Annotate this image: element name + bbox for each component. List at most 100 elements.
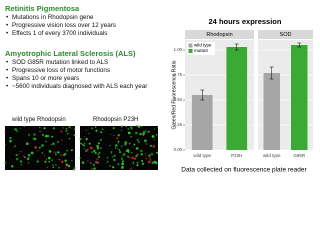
cell-spot [4,143,7,145]
cell-spot [27,162,30,164]
cell-spot [83,144,86,147]
cell-spot [116,137,119,140]
section-heading: Retinitis Pigmentosa [5,4,80,13]
cell-spot [41,152,43,154]
cell-spot [37,149,39,152]
cell-spot [85,129,87,131]
cell-spot [153,128,156,130]
cell-spot [96,144,100,148]
cell-spot [153,138,155,141]
cell-spot [33,133,36,136]
legend-label: mutant [194,48,209,53]
cell-spot [91,127,94,130]
cell-spot [52,164,54,166]
cell-spot [121,166,124,169]
cell-spot [43,127,46,130]
cell-spot [9,136,12,140]
cell-spot [93,167,96,170]
cell-spot [36,160,39,163]
cell-spot [39,130,42,133]
cell-spot [48,161,50,163]
cell-spot [15,154,18,157]
cell-spot [148,154,151,157]
bar [291,45,308,150]
cell-spot [82,143,84,146]
cell-spot [97,142,100,145]
cell-spot [120,129,122,131]
cell-spot [145,143,148,145]
cell-spot [28,133,31,136]
cell-spot [130,152,133,154]
legend-swatch [188,43,193,48]
y-tick-label: 0.25 [174,122,183,127]
cell-spot [128,142,131,145]
cell-spot [134,131,138,135]
cell-spot [109,165,111,167]
cell-spot [14,128,18,131]
bullet-list: SOD G85R mutation linked to ALSProgressi… [5,59,150,91]
cell-spot [116,147,118,149]
cell-spot [65,163,68,166]
bullet: Mutations in Rhodopsin gene [5,14,150,22]
image-label: wild type Rhodopsin [12,117,66,123]
cell-spot [106,163,108,165]
cell-spot [117,142,119,144]
bullet: Spans 10 or more years [5,75,150,83]
cell-spot [114,144,118,147]
chart: 24 hours expression Green/Red Fluorescen… [3,17,313,174]
bullet: ~5600 individuals diagnosed with ALS eac… [5,83,150,91]
cell-spot [95,126,97,129]
cell-spot [25,142,29,146]
cell-spot [19,160,23,163]
cell-spot [97,155,101,159]
cell-spot [130,168,132,170]
cell-spot [117,140,120,143]
cell-spot [114,147,117,149]
cell-spot [111,153,113,155]
cell-spot [73,166,76,170]
cell-spot [52,142,55,146]
cell-spot [73,128,76,131]
bar [191,95,213,150]
cell-spot [101,128,104,131]
cell-spot [56,140,60,144]
cell-spot [97,153,100,156]
cell-spot [140,159,144,162]
cell-spot [44,160,47,163]
y-tick-label: 0.50 [174,97,183,102]
cell-spot [127,128,130,130]
cell-spot [95,129,98,132]
cell-spot [51,135,54,138]
cell-spot [38,146,41,149]
cell-spot [131,156,134,160]
cell-spot [145,157,148,160]
cell-spot [84,149,88,153]
cell-spot [137,125,141,128]
cell-spot [27,157,30,159]
cell-spot [52,166,55,169]
cell-spot [67,132,69,135]
cell-spot [14,145,17,148]
cell-spot [121,156,123,158]
cell-spot [121,158,123,161]
cell-spot [65,167,67,169]
cell-spot [83,136,86,138]
cell-spot [118,149,121,151]
cell-spot [125,125,127,128]
cell-spot [112,127,115,130]
cell-spot [54,153,57,156]
cell-spot [9,139,12,143]
cell-spot [135,147,139,150]
bar [263,73,280,150]
bullet: Progressive vision loss over 12 years [5,22,150,30]
cell-spot [91,168,93,170]
cell-spot [11,165,14,168]
cell-spot [32,137,35,140]
legend-label: wild type [194,43,212,48]
x-tick-label: wild type [263,153,281,158]
cell-spot [145,152,147,154]
bullet: Effects 1 of every 3700 individuals [5,30,150,38]
cell-spot [92,163,95,166]
cell-spot [18,153,20,156]
cell-spot [144,130,147,132]
